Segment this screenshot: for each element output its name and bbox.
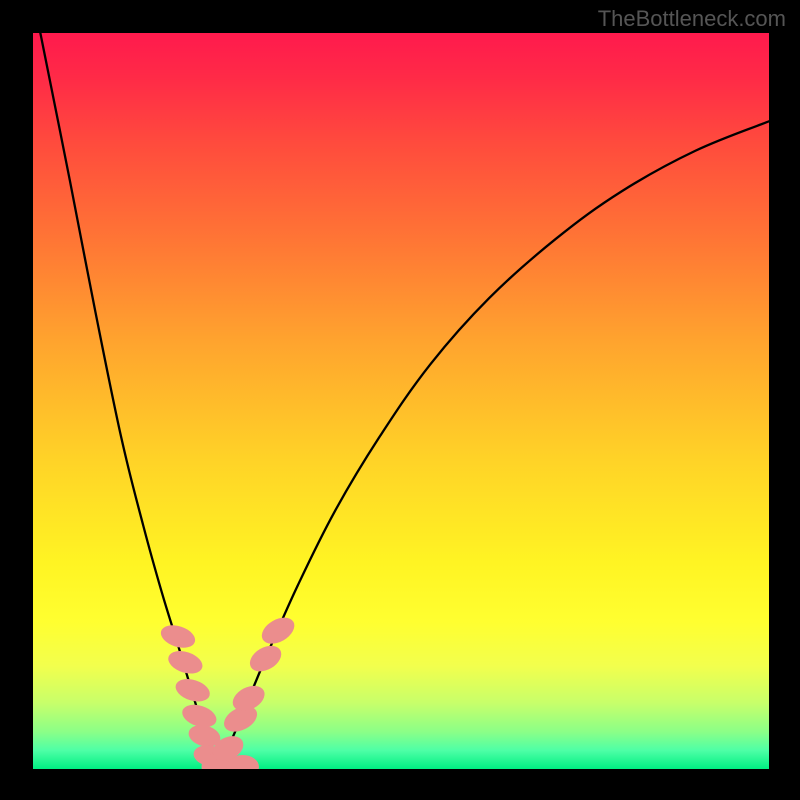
chart-background [33, 33, 769, 769]
chart-svg [33, 33, 769, 769]
chart-plot-area [33, 33, 769, 769]
watermark-text: TheBottleneck.com [598, 6, 786, 32]
